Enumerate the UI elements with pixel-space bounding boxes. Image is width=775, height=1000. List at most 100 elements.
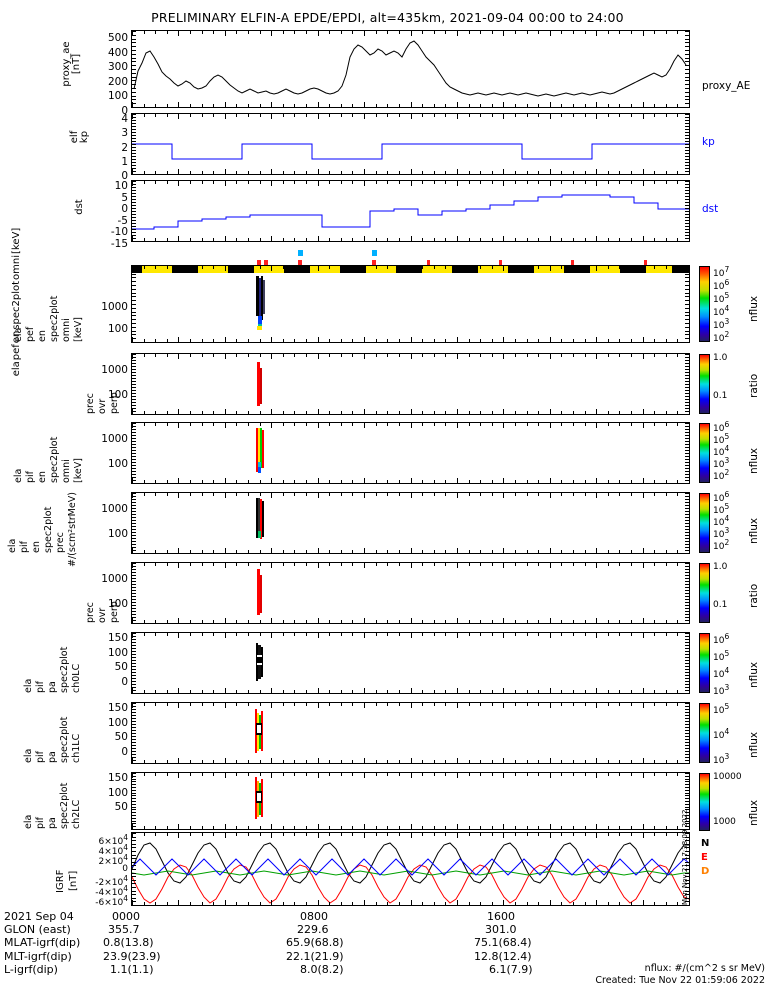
tick-mark <box>469 354 470 357</box>
tick-mark <box>202 31 203 34</box>
tick-mark <box>294 773 295 776</box>
panel-ch1lc-left-stack: ela pif pa spec2plot ch1LC <box>23 716 82 763</box>
tick-mark <box>685 483 689 484</box>
tick-mark <box>132 241 136 242</box>
tick-mark <box>654 633 655 636</box>
colorbar-7-ticks: 105 104 103 <box>713 702 730 766</box>
tick-mark <box>654 493 655 496</box>
tick-mark <box>685 447 689 448</box>
tick-mark <box>190 31 191 34</box>
tick-mark <box>271 114 272 117</box>
tick-mark <box>132 648 136 649</box>
tick-mark <box>585 339 586 342</box>
tick-mark <box>445 31 446 34</box>
tick-mark <box>492 104 493 107</box>
tick-mark <box>457 181 458 184</box>
tick-mark <box>399 171 400 174</box>
tick-mark <box>144 690 145 693</box>
tick-mark <box>492 181 493 184</box>
tick-mark <box>608 833 609 836</box>
tick-mark <box>283 238 284 241</box>
tick-mark <box>685 807 689 808</box>
tick-mark <box>685 575 689 576</box>
tick-mark <box>538 902 539 905</box>
tick-mark <box>538 773 539 776</box>
tick-mark <box>685 496 689 497</box>
tick-mark <box>132 614 136 615</box>
tick-mark <box>132 393 136 394</box>
tick-mark <box>283 620 284 623</box>
tick-mark <box>515 773 516 776</box>
tick-mark <box>585 238 586 241</box>
tick-mark <box>480 703 481 706</box>
tick-mark <box>132 42 136 43</box>
tick-mark <box>422 114 423 117</box>
tick-mark <box>376 339 377 342</box>
tick-mark <box>352 760 353 763</box>
tick-mark <box>329 493 330 496</box>
tick-mark <box>685 296 689 297</box>
tick-mark <box>399 620 400 623</box>
tick-mark <box>318 114 319 117</box>
tick-mark <box>573 423 574 426</box>
tick-mark <box>387 181 388 184</box>
tick-mark <box>364 238 365 241</box>
tick-mark <box>561 104 562 107</box>
tick-mark <box>608 31 609 34</box>
tick-mark <box>329 238 330 241</box>
tick-mark <box>469 114 470 117</box>
tick-mark <box>538 826 539 829</box>
tick-mark <box>132 126 136 127</box>
tick-mark <box>132 285 136 286</box>
tick-mark <box>685 135 689 136</box>
tick-mark <box>132 300 136 301</box>
tick-mark <box>631 480 632 483</box>
prec-ovr-perp-1-spectrogram <box>257 362 262 406</box>
tick-mark <box>132 605 136 606</box>
tick-mark <box>225 114 226 117</box>
tick-mark <box>411 114 412 117</box>
tick-mark <box>685 357 689 358</box>
tick-mark <box>573 114 574 117</box>
tick-mark <box>225 354 226 357</box>
tick-mark <box>608 563 609 566</box>
tick-mark <box>248 620 249 623</box>
tick-mark <box>178 633 179 636</box>
tick-mark <box>399 826 400 829</box>
tick-mark <box>457 354 458 357</box>
tick-mark <box>503 31 504 34</box>
tick-mark <box>306 339 307 342</box>
tick-mark <box>643 826 644 829</box>
tick-mark <box>132 709 136 710</box>
tick-mark <box>132 168 136 169</box>
tick-mark <box>132 773 133 776</box>
tick-mark <box>631 703 632 706</box>
tick-mark <box>225 480 226 483</box>
tick-mark <box>260 339 261 342</box>
tick-mark <box>178 266 179 269</box>
tick-mark <box>132 873 136 874</box>
tick-mark <box>685 858 689 859</box>
tick-mark <box>685 587 689 588</box>
panel-ch2lc-left-stack: ela pif pa spec2plot ch2LC <box>23 782 82 829</box>
tick-mark <box>527 411 528 414</box>
tick-mark <box>132 357 136 358</box>
tick-mark <box>132 266 136 267</box>
tick-mark <box>132 181 136 182</box>
tick-mark <box>294 411 295 414</box>
tick-mark <box>387 563 388 566</box>
tick-mark <box>144 114 145 117</box>
tick-mark <box>631 690 632 693</box>
tick-mark <box>685 865 689 866</box>
tick-mark <box>213 633 214 636</box>
tick-mark <box>503 633 504 636</box>
tick-mark <box>132 229 136 230</box>
tick-mark <box>225 902 226 905</box>
tick-mark <box>619 114 620 117</box>
tick-mark <box>677 423 678 426</box>
tick-mark <box>503 114 504 117</box>
tick-mark <box>515 114 516 117</box>
tick-mark <box>619 620 620 623</box>
tick-mark <box>677 902 678 905</box>
tick-mark <box>608 550 609 553</box>
